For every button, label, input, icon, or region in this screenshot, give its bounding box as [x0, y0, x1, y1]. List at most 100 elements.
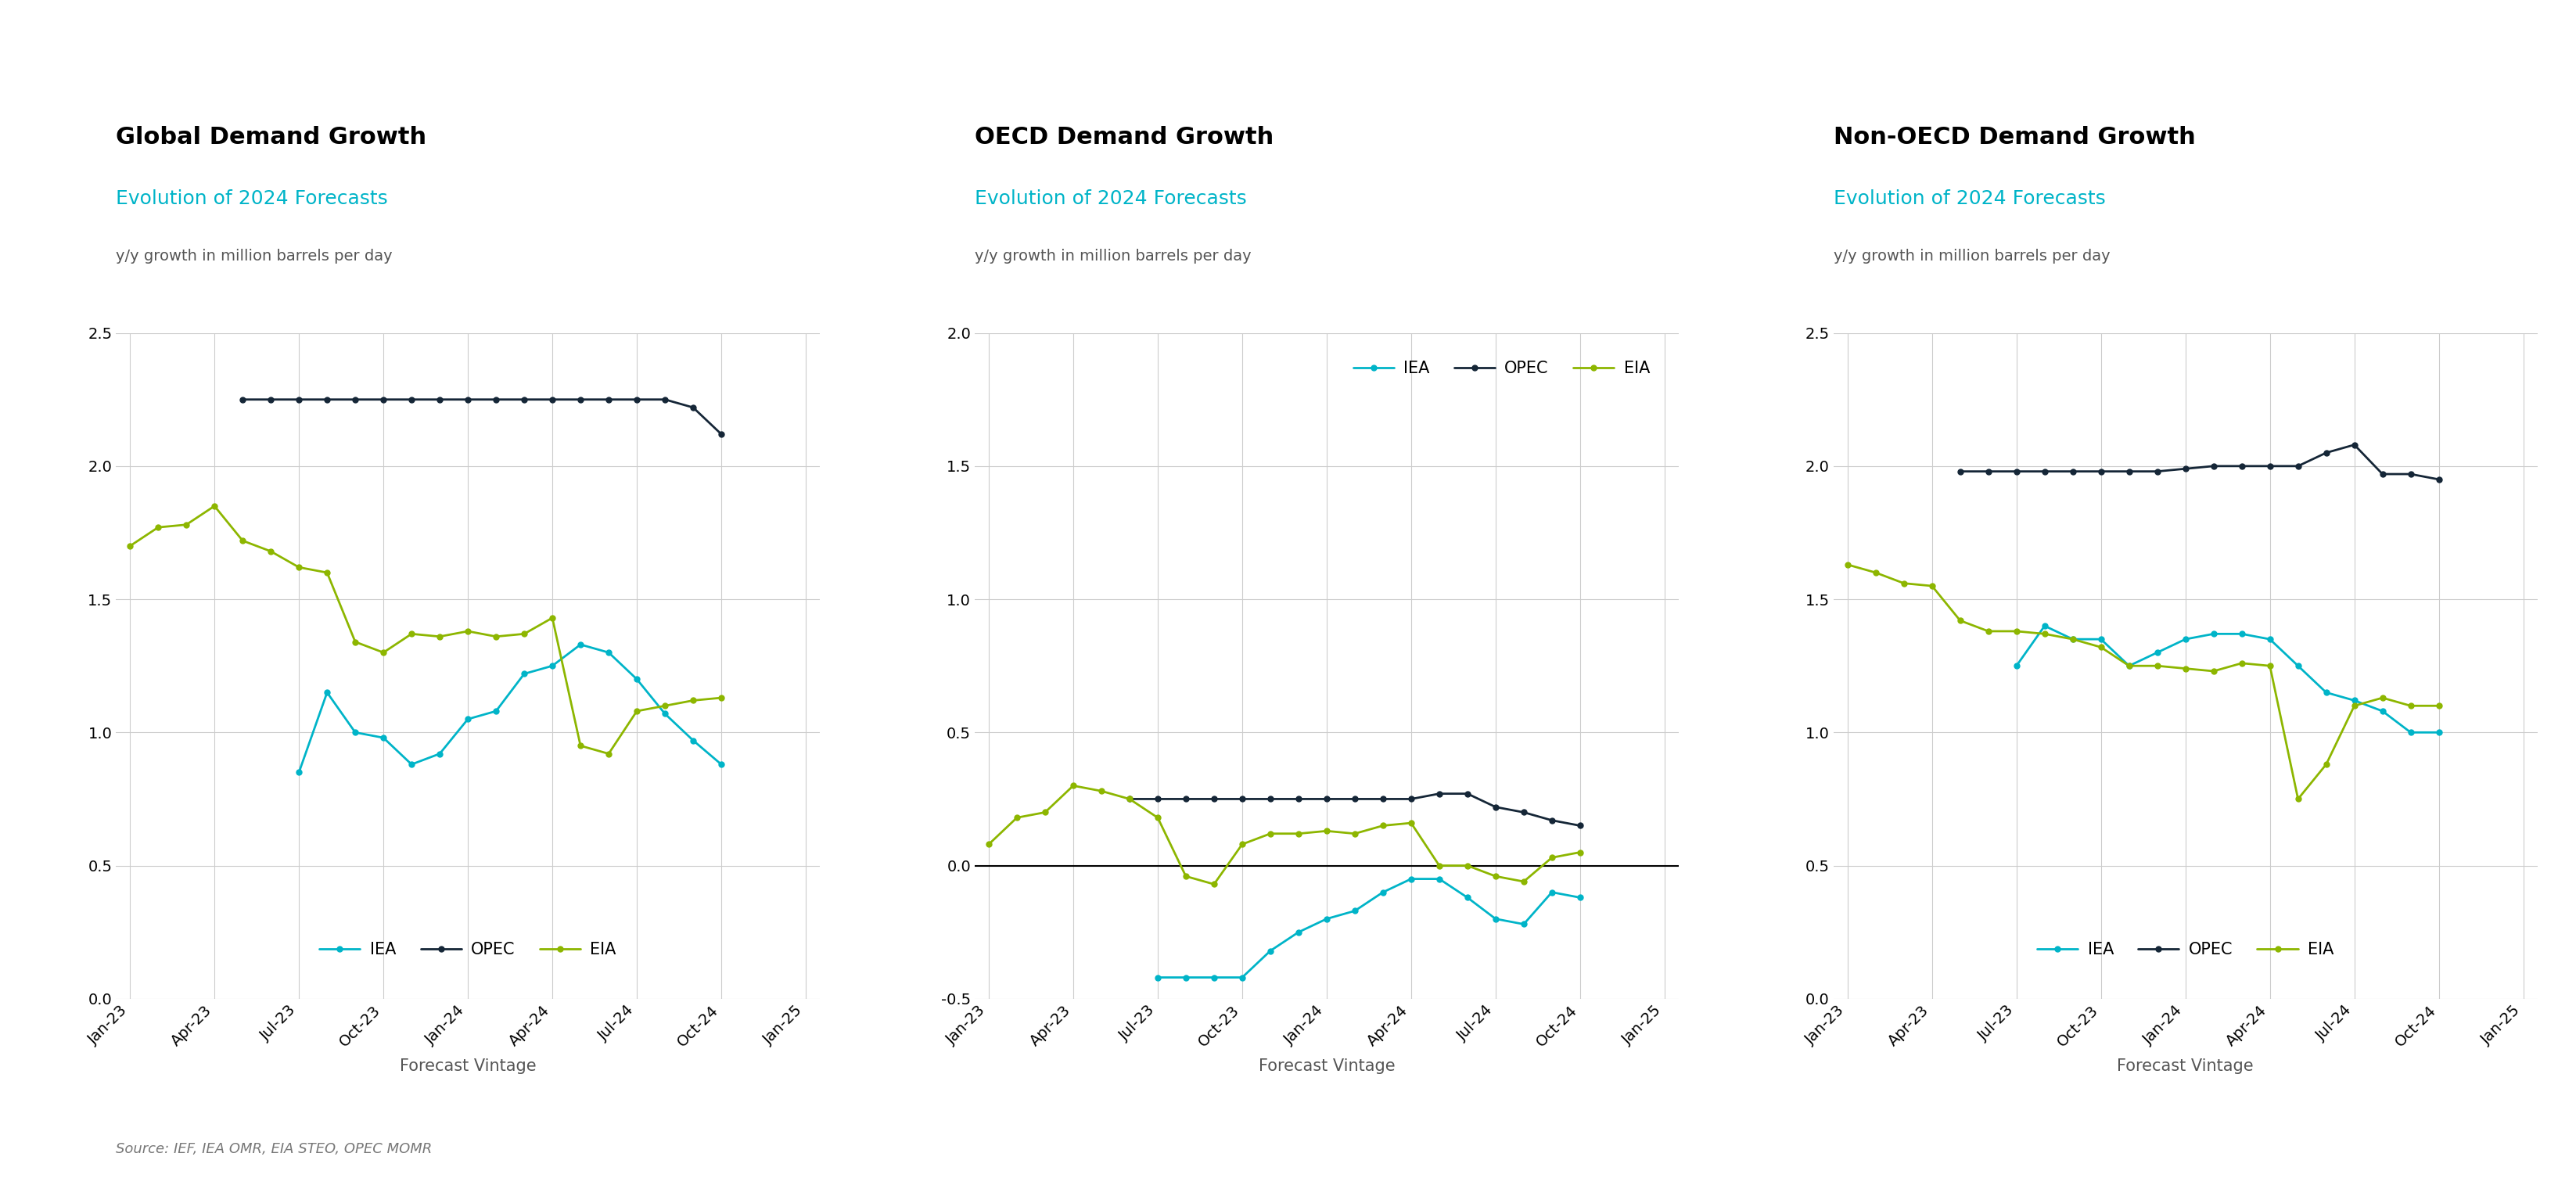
EIA: [142, 521, 173, 535]
EIA: [2197, 663, 2228, 678]
IEA: [2282, 659, 2313, 673]
IEA: [2424, 725, 2455, 740]
IEA: [564, 637, 595, 652]
OPEC: [649, 392, 680, 407]
IEA: [1311, 912, 1342, 926]
Text: Non-OECD Demand Growth: Non-OECD Demand Growth: [1834, 126, 2195, 149]
EIA: [2311, 757, 2342, 772]
OPEC: [1973, 464, 2004, 478]
EIA: [1425, 858, 1455, 873]
OPEC: [2254, 459, 2285, 473]
IEA: [1198, 970, 1229, 984]
OPEC: [368, 392, 399, 407]
EIA: [2141, 659, 2172, 673]
Legend: IEA, OPEC, EIA: IEA, OPEC, EIA: [1347, 354, 1656, 383]
OPEC: [2226, 459, 2257, 473]
OPEC: [1368, 792, 1399, 806]
OPEC: [1113, 792, 1144, 806]
OPEC: [2282, 459, 2313, 473]
EIA: [255, 545, 286, 559]
EIA: [368, 646, 399, 660]
IEA: [312, 685, 343, 699]
IEA: [2197, 627, 2228, 641]
EIA: [1832, 558, 1862, 572]
IEA: [621, 672, 652, 686]
OPEC: [1170, 792, 1200, 806]
IEA: [425, 747, 456, 761]
EIA: [312, 566, 343, 580]
Text: Source: IEF, IEA OMR, EIA STEO, OPEC MOMR: Source: IEF, IEA OMR, EIA STEO, OPEC MOM…: [116, 1143, 433, 1157]
OPEC: [2002, 464, 2032, 478]
EIA: [170, 517, 201, 531]
IEA: [536, 659, 567, 673]
OPEC: [2058, 464, 2089, 478]
IEA: [1425, 872, 1455, 886]
IEA: [340, 725, 371, 740]
IEA: [1396, 872, 1427, 886]
IEA: [1510, 917, 1540, 931]
EIA: [2169, 661, 2200, 675]
Line: OPEC: OPEC: [240, 397, 724, 436]
EIA: [1283, 826, 1314, 841]
IEA: [1453, 891, 1484, 905]
X-axis label: Forecast Vintage: Forecast Vintage: [1257, 1058, 1396, 1074]
IEA: [2058, 633, 2089, 647]
OPEC: [1141, 792, 1172, 806]
OPEC: [2396, 467, 2427, 482]
EIA: [1255, 826, 1285, 841]
EIA: [2115, 659, 2146, 673]
EIA: [1059, 779, 1090, 793]
Text: Evolution of 2024 Forecasts: Evolution of 2024 Forecasts: [116, 189, 389, 208]
EIA: [1535, 850, 1566, 864]
IEA: [1283, 925, 1314, 939]
EIA: [2396, 699, 2427, 713]
EIA: [1002, 811, 1033, 825]
Line: IEA: IEA: [2014, 623, 2442, 735]
IEA: [397, 757, 428, 772]
EIA: [2087, 640, 2117, 654]
OPEC: [536, 392, 567, 407]
Legend: IEA, OPEC, EIA: IEA, OPEC, EIA: [312, 936, 623, 964]
Text: Global Demand Growth: Global Demand Growth: [116, 126, 428, 149]
Line: IEA: IEA: [296, 642, 724, 775]
OPEC: [1535, 813, 1566, 828]
EIA: [1945, 614, 1976, 628]
EIA: [113, 539, 144, 553]
OPEC: [1945, 464, 1976, 478]
OPEC: [706, 427, 737, 441]
OPEC: [482, 392, 513, 407]
IEA: [2115, 659, 2146, 673]
Legend: IEA, OPEC, EIA: IEA, OPEC, EIA: [2030, 936, 2342, 964]
Line: EIA: EIA: [987, 784, 1582, 887]
IEA: [2226, 627, 2257, 641]
EIA: [1170, 869, 1200, 883]
IEA: [2169, 633, 2200, 647]
EIA: [564, 738, 595, 753]
OPEC: [564, 392, 595, 407]
IEA: [2030, 618, 2061, 633]
IEA: [1564, 891, 1595, 905]
EIA: [621, 704, 652, 718]
IEA: [2087, 633, 2117, 647]
EIA: [677, 693, 708, 707]
X-axis label: Forecast Vintage: Forecast Vintage: [2117, 1058, 2254, 1074]
Line: OPEC: OPEC: [1958, 442, 2442, 482]
IEA: [2396, 725, 2427, 740]
EIA: [1198, 877, 1229, 892]
IEA: [1368, 885, 1399, 899]
IEA: [507, 667, 538, 681]
Text: Evolution of 2024 Forecasts: Evolution of 2024 Forecasts: [1834, 189, 2105, 208]
IEA: [453, 712, 484, 726]
OPEC: [227, 392, 258, 407]
EIA: [649, 699, 680, 713]
OPEC: [621, 392, 652, 407]
OPEC: [2030, 464, 2061, 478]
Line: EIA: EIA: [1844, 562, 2442, 801]
EIA: [536, 611, 567, 625]
OPEC: [397, 392, 428, 407]
EIA: [425, 629, 456, 643]
EIA: [283, 560, 314, 574]
EIA: [1973, 624, 2004, 638]
EIA: [706, 691, 737, 705]
EIA: [1311, 824, 1342, 838]
